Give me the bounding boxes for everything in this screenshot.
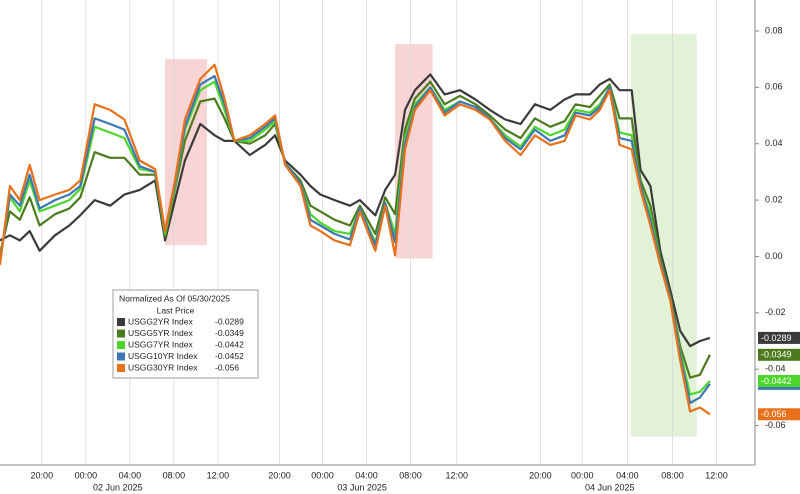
x-tick-label: 00:00 (75, 470, 98, 480)
x-tick-label: 20:00 (268, 470, 291, 480)
x-tick-label: 00:00 (571, 470, 594, 480)
legend-value: -0.0452 (215, 351, 244, 361)
x-tick-label: 04:00 (355, 470, 378, 480)
last-value-tag (758, 408, 800, 421)
last-value-label: -0.056 (761, 409, 787, 419)
last-value-tag (758, 348, 800, 361)
legend-label: USGG10YR Index (128, 351, 198, 361)
highlight-region (630, 34, 697, 437)
legend-swatch (117, 341, 125, 349)
legend-swatch (117, 318, 125, 326)
legend-swatch (117, 352, 125, 361)
last-value-tag (758, 331, 800, 344)
x-tick-label: 12:00 (705, 470, 728, 480)
y-tick-label: 0.04 (765, 138, 783, 148)
legend-title: Normalized As Of 05/30/2025 (119, 293, 230, 303)
series-line (0, 63, 711, 416)
last-value-label: -0.0442 (761, 376, 792, 386)
x-tick-label: 04:00 (119, 470, 142, 480)
legend-label: USGG7YR Index (128, 339, 193, 349)
date-label: 02 Jun 2025 (93, 482, 143, 492)
x-tick-label: 20:00 (529, 470, 552, 480)
x-tick-label: 00:00 (311, 470, 334, 480)
series-line (0, 80, 711, 396)
x-tick-label: 08:00 (163, 470, 186, 480)
last-value-tag (758, 375, 800, 388)
legend-label: USGG5YR Index (128, 328, 193, 338)
series-line (0, 80, 711, 379)
y-tick-label: -0.04 (765, 364, 786, 374)
x-tick-label: 20:00 (31, 470, 54, 480)
y-tick-label: 0.06 (765, 82, 783, 92)
legend-subtitle: Last Price (157, 305, 195, 315)
y-tick-label: -0.02 (765, 307, 786, 317)
legend-value: -0.0442 (215, 339, 244, 349)
legend-label: USGG30YR Index (128, 362, 198, 372)
legend-swatch (117, 329, 125, 338)
series-line (0, 75, 711, 405)
x-tick-label: 04:00 (616, 470, 639, 480)
highlight-region (395, 43, 433, 259)
x-tick-label: 12:00 (445, 470, 468, 480)
date-label: 03 Jun 2025 (337, 482, 387, 492)
legend-value: -0.056 (215, 362, 239, 372)
y-tick-label: -0.06 (765, 420, 786, 430)
last-value-label: -0.0289 (761, 333, 792, 343)
x-tick-label: 08:00 (661, 470, 684, 480)
y-tick-label: 0.02 (765, 194, 783, 204)
legend-box (112, 289, 259, 379)
date-label: 04 Jun 2025 (585, 482, 635, 492)
y-tick-label: 0.00 (765, 251, 783, 261)
legend-swatch (117, 364, 125, 372)
x-tick-label: 08:00 (399, 470, 422, 480)
y-tick-label: 0.08 (765, 25, 783, 35)
x-tick-label: 12:00 (207, 470, 230, 480)
legend-value: -0.0289 (215, 316, 244, 326)
series-line (0, 73, 711, 348)
legend-value: -0.0349 (215, 328, 244, 338)
legend-label: USGG2YR Index (128, 316, 193, 326)
last-value-label: -0.0349 (761, 350, 792, 360)
